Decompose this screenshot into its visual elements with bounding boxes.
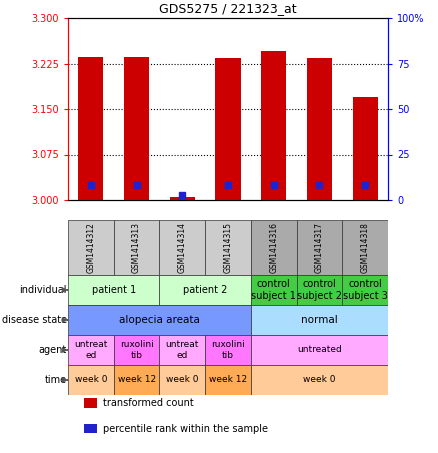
Text: disease state: disease state (2, 315, 67, 325)
Point (179, 192, 186, 199)
Bar (297, 275, 342, 305)
Point (316, 182, 323, 189)
Bar (251, 365, 388, 395)
Bar (205, 335, 251, 365)
Text: patient 2: patient 2 (183, 285, 227, 295)
Bar (307, 58, 332, 200)
Text: time: time (45, 375, 67, 385)
Bar (205, 365, 251, 395)
Point (225, 182, 232, 189)
Text: normal: normal (301, 315, 338, 325)
Text: untreat
ed: untreat ed (166, 340, 199, 360)
Text: GSM1414317: GSM1414317 (315, 222, 324, 273)
Text: GSM1414318: GSM1414318 (360, 222, 370, 273)
Text: GSM1414313: GSM1414313 (132, 222, 141, 273)
Bar (114, 335, 159, 365)
Bar (114, 220, 159, 275)
Text: alopecia areata: alopecia areata (119, 315, 200, 325)
Text: GSM1414315: GSM1414315 (223, 222, 233, 273)
Text: percentile rank within the sample: percentile rank within the sample (103, 424, 268, 434)
Bar (215, 58, 240, 200)
Point (133, 182, 140, 189)
Bar (84, 398, 97, 408)
Bar (251, 220, 297, 275)
Bar (342, 275, 388, 305)
Bar (124, 58, 149, 200)
Bar (68, 335, 114, 365)
Text: ruxolini
tib: ruxolini tib (120, 340, 153, 360)
Bar (114, 365, 159, 395)
Text: untreat
ed: untreat ed (74, 340, 108, 360)
Bar (170, 197, 195, 200)
Text: transformed count: transformed count (103, 398, 194, 408)
Text: week 12: week 12 (209, 376, 247, 385)
Bar (261, 51, 286, 200)
Text: control
subject 3: control subject 3 (343, 279, 388, 301)
Bar (84, 424, 97, 434)
Bar (297, 220, 342, 275)
Text: GSM1414316: GSM1414316 (269, 222, 278, 273)
Text: agent: agent (39, 345, 67, 355)
Text: patient 1: patient 1 (92, 285, 136, 295)
Text: control
subject 2: control subject 2 (297, 279, 342, 301)
Bar (205, 220, 251, 275)
Point (87, 182, 94, 189)
Text: week 0: week 0 (166, 376, 198, 385)
Text: individual: individual (20, 285, 67, 295)
Bar (251, 335, 388, 365)
Bar (251, 305, 388, 335)
Text: GSM1414312: GSM1414312 (86, 222, 95, 273)
Title: GDS5275 / 221323_at: GDS5275 / 221323_at (159, 2, 297, 15)
Bar (68, 220, 114, 275)
Text: untreated: untreated (297, 346, 342, 355)
Bar (159, 335, 205, 365)
Bar (353, 97, 378, 200)
Bar (68, 305, 251, 335)
Text: week 0: week 0 (74, 376, 107, 385)
Bar (342, 220, 388, 275)
Bar (159, 275, 251, 305)
Bar (68, 365, 114, 395)
Text: week 12: week 12 (117, 376, 155, 385)
Bar (251, 275, 297, 305)
Text: ruxolini
tib: ruxolini tib (211, 340, 245, 360)
Bar (159, 365, 205, 395)
Text: GSM1414314: GSM1414314 (178, 222, 187, 273)
Point (362, 182, 369, 189)
Bar (159, 220, 205, 275)
Bar (68, 275, 159, 305)
Bar (78, 58, 103, 200)
Text: week 0: week 0 (303, 376, 336, 385)
Text: control
subject 1: control subject 1 (251, 279, 296, 301)
Point (270, 182, 277, 189)
